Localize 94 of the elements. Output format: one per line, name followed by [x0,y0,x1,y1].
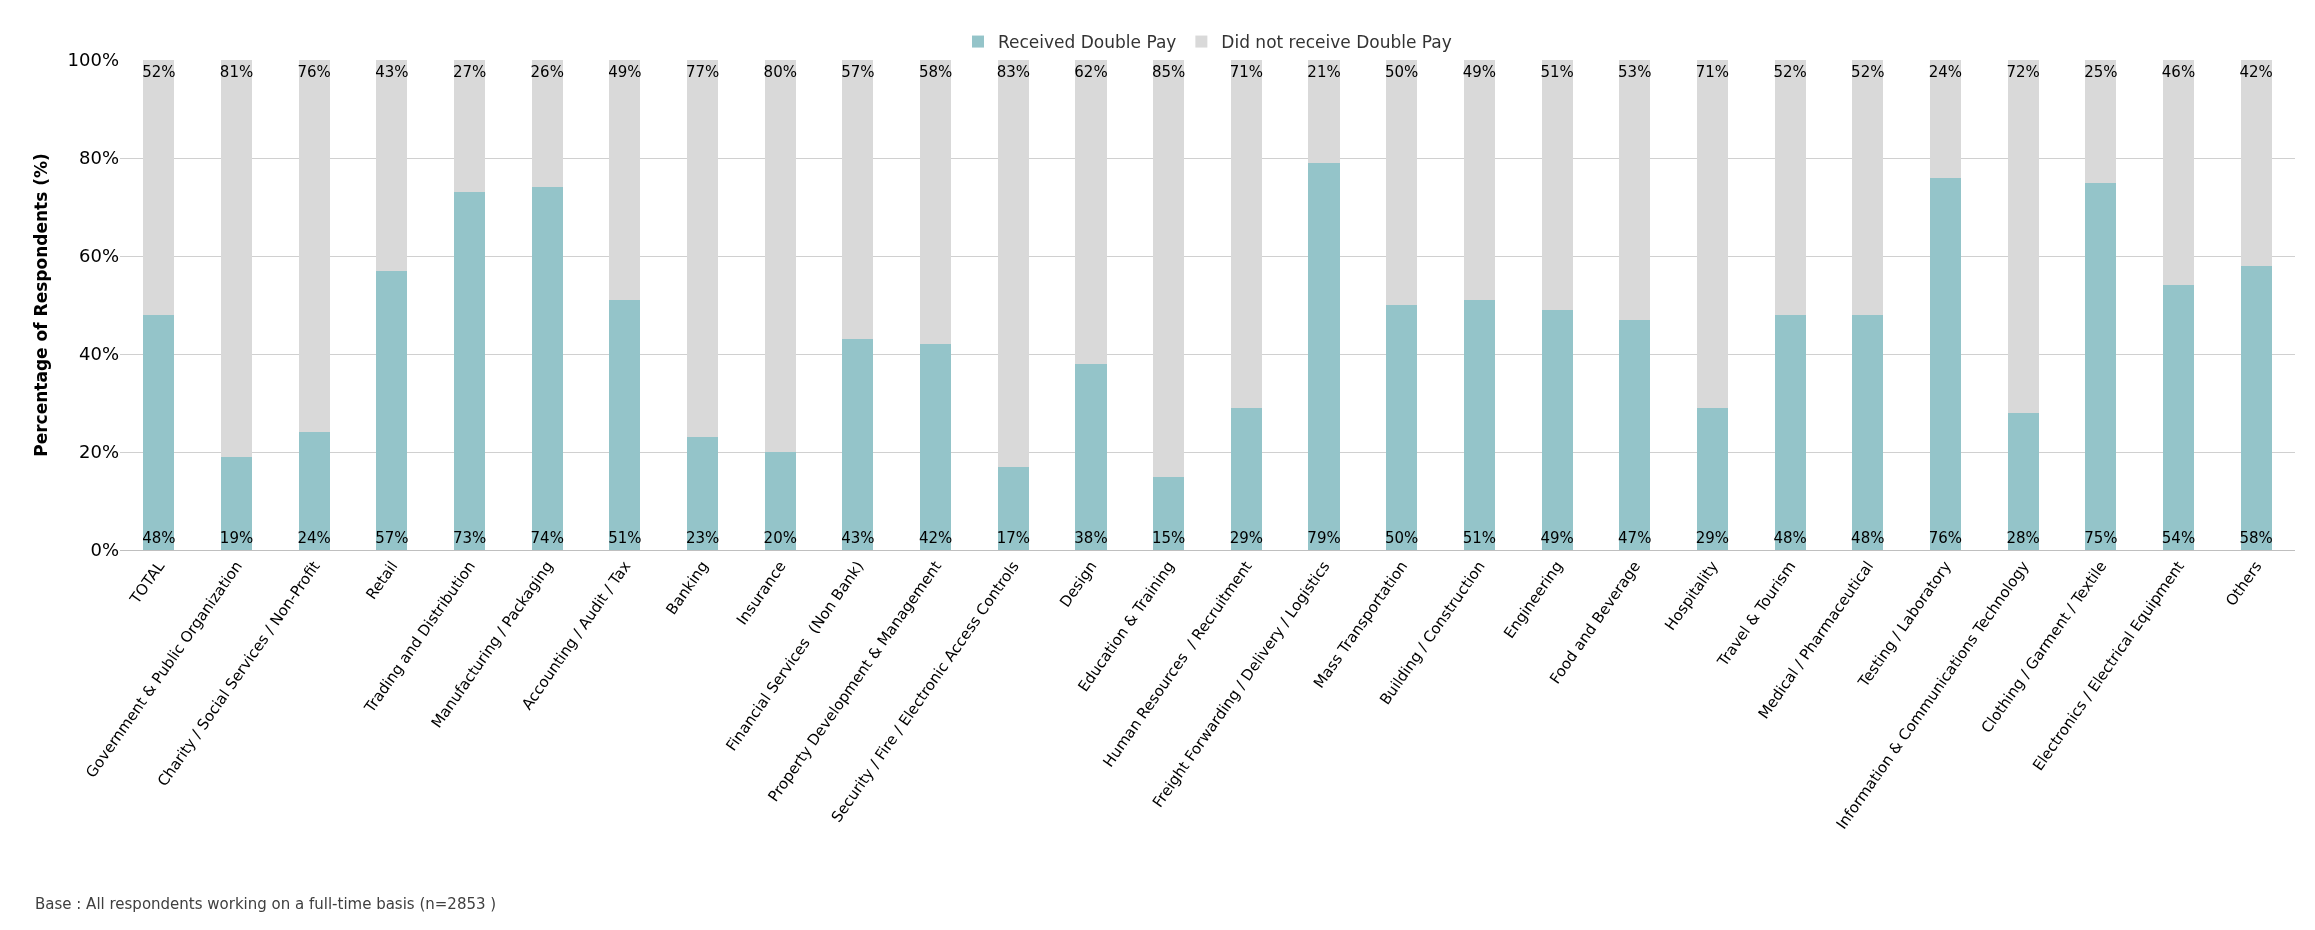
data-label: 27% [452,63,487,81]
y-tick-label: 60% [78,245,119,267]
bar [1929,177,1961,550]
bar [1463,300,1495,550]
bar [1852,314,1884,550]
data-label: 71% [1229,63,1264,81]
data-label: 75% [2084,529,2118,547]
y-tick-label: 100% [67,49,119,71]
data-label: 19% [219,529,254,547]
data-label: 76% [1928,529,1963,547]
data-label: 51% [1462,529,1497,547]
legend-label: Received Double Pay [998,32,1177,53]
bar [609,300,641,550]
bar [143,314,175,550]
data-label: 85% [1151,63,1186,81]
text: Base : All respondents working on a full-time basis (n=2853 ) [35,895,497,913]
data-label: 48% [1851,529,1885,547]
data-label: 52% [1773,63,1807,81]
data-label: 50% [1385,529,1419,547]
data-label: 52% [142,63,176,81]
data-label: 81% [219,63,254,81]
bar [687,437,719,550]
data-label: 48% [142,529,176,547]
bar [376,270,408,550]
data-label: 21% [1307,63,1341,81]
data-label: 51% [608,529,642,547]
bar [2240,265,2272,550]
y-tick-label: 20% [78,441,119,463]
bar [220,456,253,550]
bar [1774,314,1806,550]
bar [842,339,874,550]
data-label: 25% [2084,63,2118,81]
data-label: 62% [1074,63,1108,81]
data-label: 26% [530,63,564,81]
bar [2007,412,2039,550]
bar [1541,309,1573,550]
data-label: 24% [297,529,331,547]
y-axis-title: Percentage of Respondents (%) [31,153,52,457]
data-label: 79% [1307,529,1341,547]
data-label: 54% [2161,529,2196,547]
data-label: 17% [996,529,1030,547]
data-label: 29% [1229,529,1264,547]
bar [1308,162,1340,550]
bar [531,187,563,550]
data-label: 83% [996,63,1030,81]
bar [997,466,1029,550]
data-label: 49% [608,63,642,81]
data-label: 58% [918,63,953,81]
data-label: 46% [2161,63,2196,81]
data-label: 43% [841,529,875,547]
bar [2162,285,2195,550]
data-label: 50% [1385,63,1419,81]
data-label: 73% [452,529,487,547]
data-label: 24% [1928,63,1963,81]
data-label: 49% [1462,63,1497,81]
legend-label: Did not receive Double Pay [1221,32,1452,53]
bar [298,432,330,550]
data-label: 23% [685,529,720,547]
data-label: 47% [1618,529,1652,547]
data-label: 42% [918,529,953,547]
data-label: 80% [763,63,797,81]
bar [1075,363,1107,550]
data-label: 29% [1695,529,1730,547]
data-label: 51% [1540,63,1574,81]
data-label: 20% [763,529,797,547]
data-label: 72% [2006,63,2040,81]
bar [764,452,796,550]
bar [920,344,952,550]
data-label: 48% [1773,529,1807,547]
data-label: 57% [841,63,875,81]
bar [454,192,486,550]
data-label: 43% [375,63,409,81]
bar [1153,476,1185,550]
data-label: 71% [1695,63,1730,81]
data-label: 28% [2006,529,2040,547]
y-tick-label: 40% [78,343,119,365]
data-label: 53% [1618,63,1652,81]
data-label: 52% [1851,63,1885,81]
y-tick-label: 0% [90,539,119,561]
bar [1619,319,1651,550]
bar [1386,305,1418,550]
data-label: 49% [1540,529,1574,547]
data-label: 76% [297,63,331,81]
data-label: 15% [1151,529,1186,547]
data-label: 58% [2239,529,2273,547]
data-label: 38% [1074,529,1108,547]
data-label: 77% [685,63,720,81]
bar [1696,407,1728,550]
data-label: 74% [530,529,564,547]
data-label: 42% [2239,63,2273,81]
data-label: 57% [375,529,409,547]
bar [2085,182,2117,550]
bar [1230,407,1262,550]
y-tick-label: 80% [78,147,119,169]
